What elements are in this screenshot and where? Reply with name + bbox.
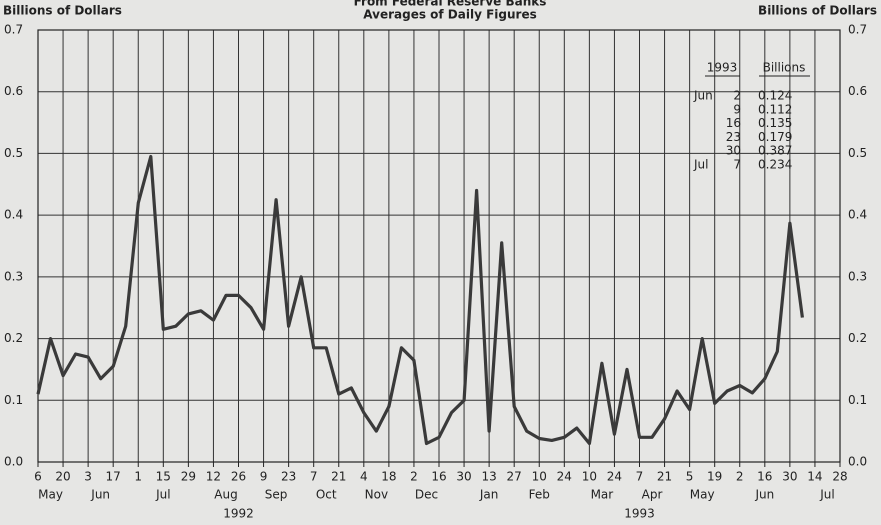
x-tick-label: 26 [231, 470, 246, 484]
x-month-label: May [38, 488, 63, 502]
y-axis-label: Billions of Dollars [3, 4, 122, 18]
x-tick-label: 1 [134, 470, 142, 484]
table-value: 0.234 [758, 158, 792, 172]
y2-tick-label: 0.6 [848, 84, 867, 98]
y-tick-label: 0.2 [4, 331, 23, 345]
y2-tick-label: 0.4 [848, 208, 867, 222]
table-value: 0.179 [758, 130, 792, 144]
x-tick-label: 4 [360, 470, 368, 484]
x-tick-label: 13 [481, 470, 496, 484]
y-tick-label: 0.5 [4, 146, 23, 160]
x-month-label: Nov [365, 488, 388, 502]
x-tick-label: 12 [206, 470, 221, 484]
table-day: 23 [726, 130, 741, 144]
x-tick-label: 9 [260, 470, 268, 484]
table-month: Jun [693, 89, 713, 103]
x-tick-label: 27 [507, 470, 522, 484]
x-tick-label: 24 [607, 470, 622, 484]
table-value: 0.112 [758, 102, 792, 116]
data-line [36, 154, 804, 446]
x-tick-label: 17 [106, 470, 121, 484]
y-tick-label: 0.3 [4, 269, 23, 283]
x-tick-label: 21 [331, 470, 346, 484]
x-tick-label: 3 [84, 470, 92, 484]
table-day: 7 [733, 158, 741, 172]
y-tick-label: 0.1 [4, 393, 23, 407]
table-month: Jul [693, 158, 708, 172]
x-month-label: Jan [479, 488, 499, 502]
y2-tick-label: 0.1 [848, 393, 867, 407]
x-tick-label: 2 [410, 470, 418, 484]
x-month-label: Sep [265, 488, 288, 502]
x-tick-label: 16 [431, 470, 446, 484]
x-year-label: 1993 [624, 507, 655, 521]
x-tick-label: 24 [557, 470, 572, 484]
x-month-label: May [690, 488, 715, 502]
plot-frame [37, 29, 841, 463]
table-day: 30 [726, 144, 741, 158]
chart-title: From Federal Reserve Banks [354, 0, 547, 9]
x-month-label: Jul [155, 488, 170, 502]
x-tick-label: 28 [832, 470, 847, 484]
x-tick-label: 15 [156, 470, 171, 484]
x-month-label: Feb [529, 488, 550, 502]
table-value: 0.135 [758, 116, 792, 130]
x-month-label: Mar [591, 488, 614, 502]
y2-tick-label: 0.3 [848, 269, 867, 283]
table-day: 16 [726, 116, 741, 130]
x-month-label: Apr [642, 488, 663, 502]
x-tick-label: 21 [657, 470, 672, 484]
y-tick-label: 0.6 [4, 84, 23, 98]
table-value: 0.124 [758, 89, 792, 103]
y2-tick-label: 0.2 [848, 331, 867, 345]
table-day: 9 [733, 102, 741, 116]
table-header: 1993 [707, 61, 738, 75]
x-tick-label: 7 [310, 470, 318, 484]
x-tick-label: 10 [582, 470, 597, 484]
x-tick-label: 23 [281, 470, 296, 484]
table-day: 2 [733, 89, 741, 103]
x-tick-label: 6 [34, 470, 42, 484]
y2-axis-label: Billions of Dollars [758, 4, 877, 18]
table-header: Billions [763, 61, 806, 75]
x-month-label: Jun [90, 488, 110, 502]
table-value: 0.387 [758, 144, 792, 158]
x-tick-label: 19 [707, 470, 722, 484]
x-month-label: Oct [316, 488, 337, 502]
y-tick-label: 0.7 [4, 23, 23, 37]
x-tick-label: 18 [381, 470, 396, 484]
x-tick-label: 29 [181, 470, 196, 484]
y-tick-label: 0.0 [4, 455, 23, 469]
x-month-label: Dec [415, 488, 438, 502]
y2-tick-label: 0.7 [848, 23, 867, 37]
y2-tick-label: 0.0 [848, 455, 867, 469]
x-tick-label: 20 [55, 470, 70, 484]
y-tick-label: 0.4 [4, 208, 23, 222]
x-month-label: Jun [754, 488, 774, 502]
x-tick-label: 14 [807, 470, 822, 484]
x-year-label: 1992 [223, 507, 254, 521]
chart-subtitle: Averages of Daily Figures [363, 8, 536, 22]
x-month-label: Jul [819, 488, 834, 502]
x-tick-label: 2 [736, 470, 744, 484]
x-tick-label: 10 [532, 470, 547, 484]
x-tick-label: 7 [636, 470, 644, 484]
x-tick-label: 30 [782, 470, 797, 484]
x-tick-label: 16 [757, 470, 772, 484]
x-month-label: Aug [214, 488, 237, 502]
x-tick-label: 5 [686, 470, 694, 484]
x-tick-label: 30 [456, 470, 471, 484]
y2-tick-label: 0.5 [848, 146, 867, 160]
